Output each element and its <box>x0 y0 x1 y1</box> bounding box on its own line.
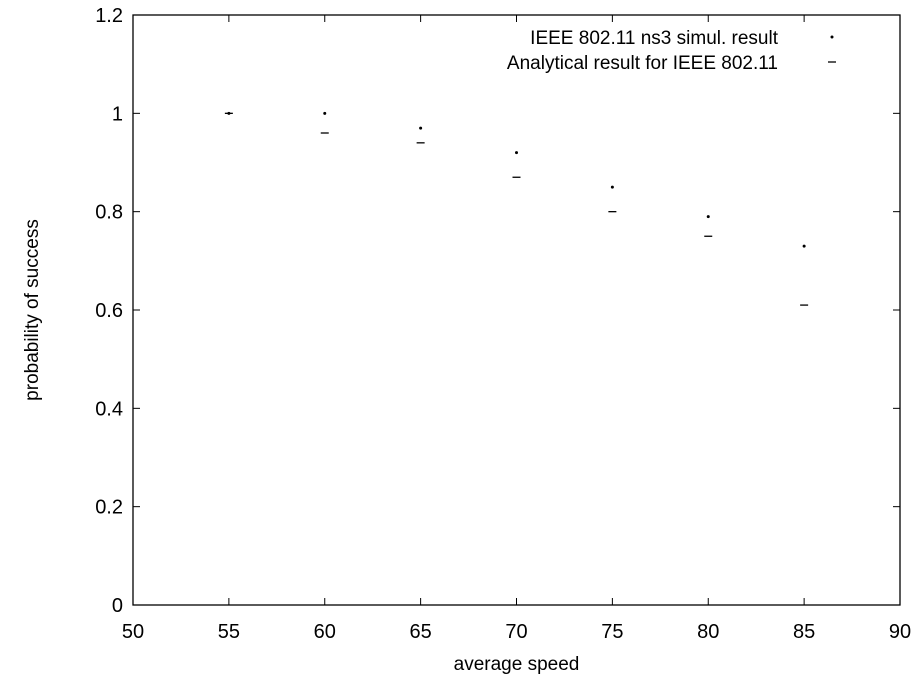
simulation-point <box>515 151 518 155</box>
x-axis-label: average speed <box>454 654 580 675</box>
simulation-point <box>419 126 423 130</box>
x-tick-label: 60 <box>314 621 336 643</box>
y-tick-label: 0 <box>112 595 123 617</box>
simulation-point <box>610 185 614 189</box>
x-tick-label: 75 <box>601 621 623 643</box>
series <box>224 112 809 306</box>
legend: IEEE 802.11 ns3 simul. result Analytical … <box>507 28 836 74</box>
data-marks <box>224 111 809 306</box>
y-tick-label: 0.6 <box>95 300 123 322</box>
y-tick-label: 0.4 <box>95 398 123 420</box>
y-axis-label: probability of success <box>22 219 43 401</box>
y-tick-label: 0.2 <box>95 497 123 519</box>
simulation-point <box>802 244 806 248</box>
x-tick-label: 90 <box>889 621 911 643</box>
x-tick-label: 65 <box>410 621 432 643</box>
plot-frame <box>132 14 901 606</box>
x-axis-ticks: 50 55 60 65 70 75 80 85 90 <box>122 15 911 643</box>
y-tick-label: 1 <box>112 103 123 125</box>
x-tick-label: 80 <box>697 621 719 643</box>
series <box>227 111 806 248</box>
y-tick-label: 1.2 <box>95 5 123 27</box>
x-tick-label: 70 <box>505 621 527 643</box>
legend-label: IEEE 802.11 ns3 simul. result <box>530 28 779 49</box>
simulation-point <box>706 215 710 219</box>
x-tick-label: 50 <box>122 621 144 643</box>
legend-label: Analytical result for IEEE 802.11 <box>507 53 778 74</box>
x-tick-label: 55 <box>218 621 240 643</box>
y-tick-label: 0.8 <box>95 202 123 224</box>
legend-marker <box>830 35 834 39</box>
y-axis-ticks: 0 0.2 0.4 0.6 0.8 1 1.2 <box>95 5 900 617</box>
simulation-point <box>323 111 327 115</box>
x-tick-label: 85 <box>793 621 815 643</box>
